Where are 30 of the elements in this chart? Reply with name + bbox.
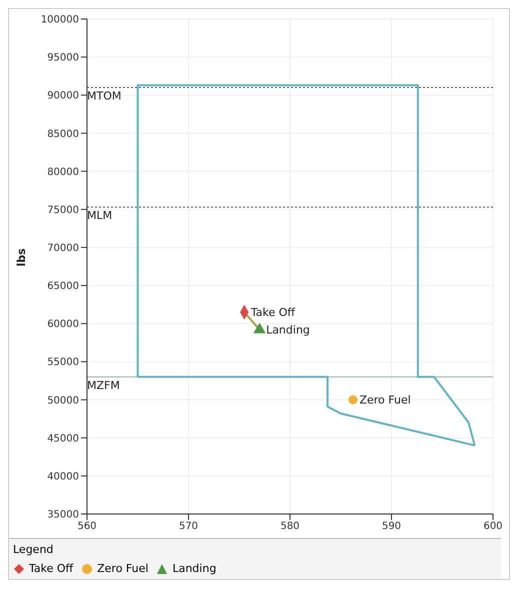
legend-label: Take Off <box>28 562 74 575</box>
y-tick-label: 75000 <box>47 204 79 216</box>
y-tick-label: 60000 <box>47 319 79 330</box>
ref-line-label: MTOM <box>87 90 122 103</box>
x-tick-label: 570 <box>178 521 198 532</box>
legend-label: Zero Fuel <box>96 562 148 575</box>
y-tick-label: 95000 <box>47 52 79 64</box>
text: Take Off <box>250 306 295 320</box>
x-tick-label: 560 <box>77 521 97 532</box>
ref-line-label: MZFM <box>87 378 120 392</box>
y-axis-title: lbs <box>14 248 28 266</box>
y-tick-label: 80000 <box>47 166 79 178</box>
legend-label: Landing <box>171 562 216 575</box>
y-tick-label: 50000 <box>47 395 79 406</box>
y-tick-label: 55000 <box>47 357 79 368</box>
y-tick-label: 65000 <box>47 281 79 292</box>
x-tick-label: 590 <box>382 521 402 532</box>
y-tick-label: 40000 <box>47 471 79 482</box>
x-tick-label: 580 <box>280 521 300 532</box>
x-tick-label: 600 <box>483 521 503 532</box>
y-tick-label: 85000 <box>47 128 79 140</box>
y-tick-label: 70000 <box>47 243 79 254</box>
ref-line-label: MLM <box>87 209 112 222</box>
y-tick-label: 45000 <box>47 433 79 444</box>
y-tick-label: 90000 <box>47 90 79 102</box>
y-tick-label: 100000 <box>40 14 79 26</box>
y-tick-label: 35000 <box>47 510 79 521</box>
text: Zero Fuel <box>359 394 411 407</box>
text: Landing <box>266 324 310 337</box>
legend-title: Legend <box>13 543 54 556</box>
